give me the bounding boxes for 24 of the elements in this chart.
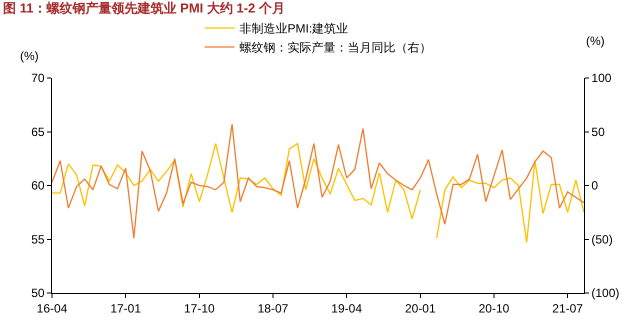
y2-axis-title: (%) [586,34,605,48]
y2-tick-label: 0 [591,178,598,193]
y2-tick-label: (50) [591,232,613,246]
line-series [52,124,584,239]
y-axis-title: (%) [20,49,39,63]
x-tick-label: 19-04 [331,301,362,316]
x-tick-label: 16-04 [36,301,68,316]
legend-label: 螺纹钢：实际产量：当月同比（右） [240,40,432,55]
y2-tick-label: 100 [591,71,612,86]
x-tick-label: 21-07 [552,301,584,316]
chart-title: 图 11：螺纹钢产量领先建筑业 PMI 大约 1-2 个月 [3,0,285,16]
x-tick-label: 17-01 [110,301,142,316]
x-tick-label: 17-10 [184,301,215,316]
y-tick-label: 65 [31,124,45,139]
y-tick-label: 55 [31,232,45,246]
y-tick-label: 70 [31,71,45,86]
x-tick-label: 20-10 [478,301,510,316]
y-tick-label: 50 [31,286,45,300]
legend-label: 非制造业PMI:建筑业 [240,22,348,36]
x-tick-label: 18-07 [258,301,289,316]
x-tick-label: 20-01 [404,301,436,316]
y2-tick-label: (100) [591,286,620,300]
y-tick-label: 60 [31,178,45,193]
y2-tick-label: 50 [591,124,606,139]
